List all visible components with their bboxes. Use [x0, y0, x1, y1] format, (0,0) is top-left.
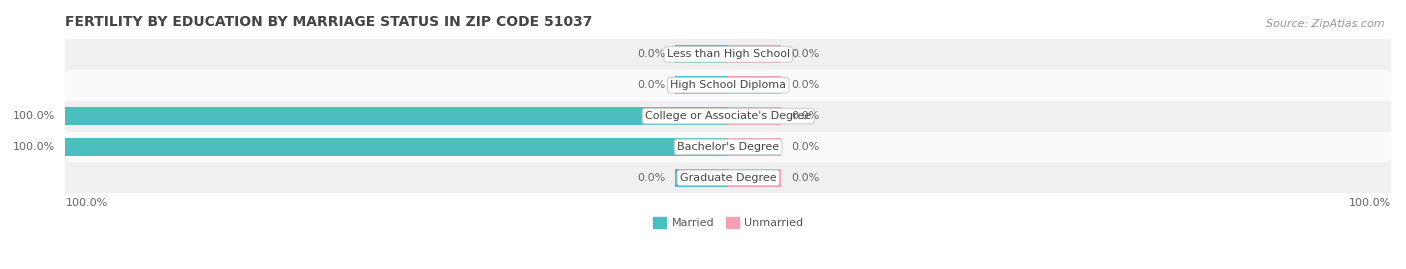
Text: High School Diploma: High School Diploma	[671, 80, 786, 90]
Bar	[728, 45, 782, 63]
Bar	[728, 76, 782, 94]
Bar	[675, 45, 728, 63]
Text: 100.0%: 100.0%	[13, 142, 55, 152]
Bar	[728, 138, 782, 156]
Text: Graduate Degree: Graduate Degree	[681, 173, 776, 183]
Text: Bachelor's Degree: Bachelor's Degree	[678, 142, 779, 152]
Text: 0.0%: 0.0%	[792, 173, 820, 183]
Legend: Married, Unmarried: Married, Unmarried	[652, 217, 804, 228]
Bar	[66, 132, 1391, 162]
Text: 0.0%: 0.0%	[792, 111, 820, 121]
Text: 100.0%: 100.0%	[13, 111, 55, 121]
Text: FERTILITY BY EDUCATION BY MARRIAGE STATUS IN ZIP CODE 51037: FERTILITY BY EDUCATION BY MARRIAGE STATU…	[66, 15, 593, 29]
Text: 0.0%: 0.0%	[637, 80, 665, 90]
Text: 100.0%: 100.0%	[1348, 198, 1391, 208]
Text: Less than High School: Less than High School	[666, 49, 790, 59]
Bar	[728, 107, 782, 125]
Bar	[675, 76, 728, 94]
Text: 0.0%: 0.0%	[792, 49, 820, 59]
Bar	[66, 162, 1391, 193]
Bar	[728, 169, 782, 187]
Bar	[675, 169, 728, 187]
Text: College or Associate's Degree: College or Associate's Degree	[645, 111, 811, 121]
Text: 0.0%: 0.0%	[792, 142, 820, 152]
Text: 0.0%: 0.0%	[637, 173, 665, 183]
Bar	[66, 138, 728, 156]
Bar	[66, 70, 1391, 101]
Bar	[66, 101, 1391, 132]
Text: 0.0%: 0.0%	[792, 80, 820, 90]
Text: Source: ZipAtlas.com: Source: ZipAtlas.com	[1267, 19, 1385, 29]
Text: 0.0%: 0.0%	[637, 49, 665, 59]
Text: 100.0%: 100.0%	[66, 198, 108, 208]
Bar	[66, 107, 728, 125]
Bar	[66, 39, 1391, 70]
